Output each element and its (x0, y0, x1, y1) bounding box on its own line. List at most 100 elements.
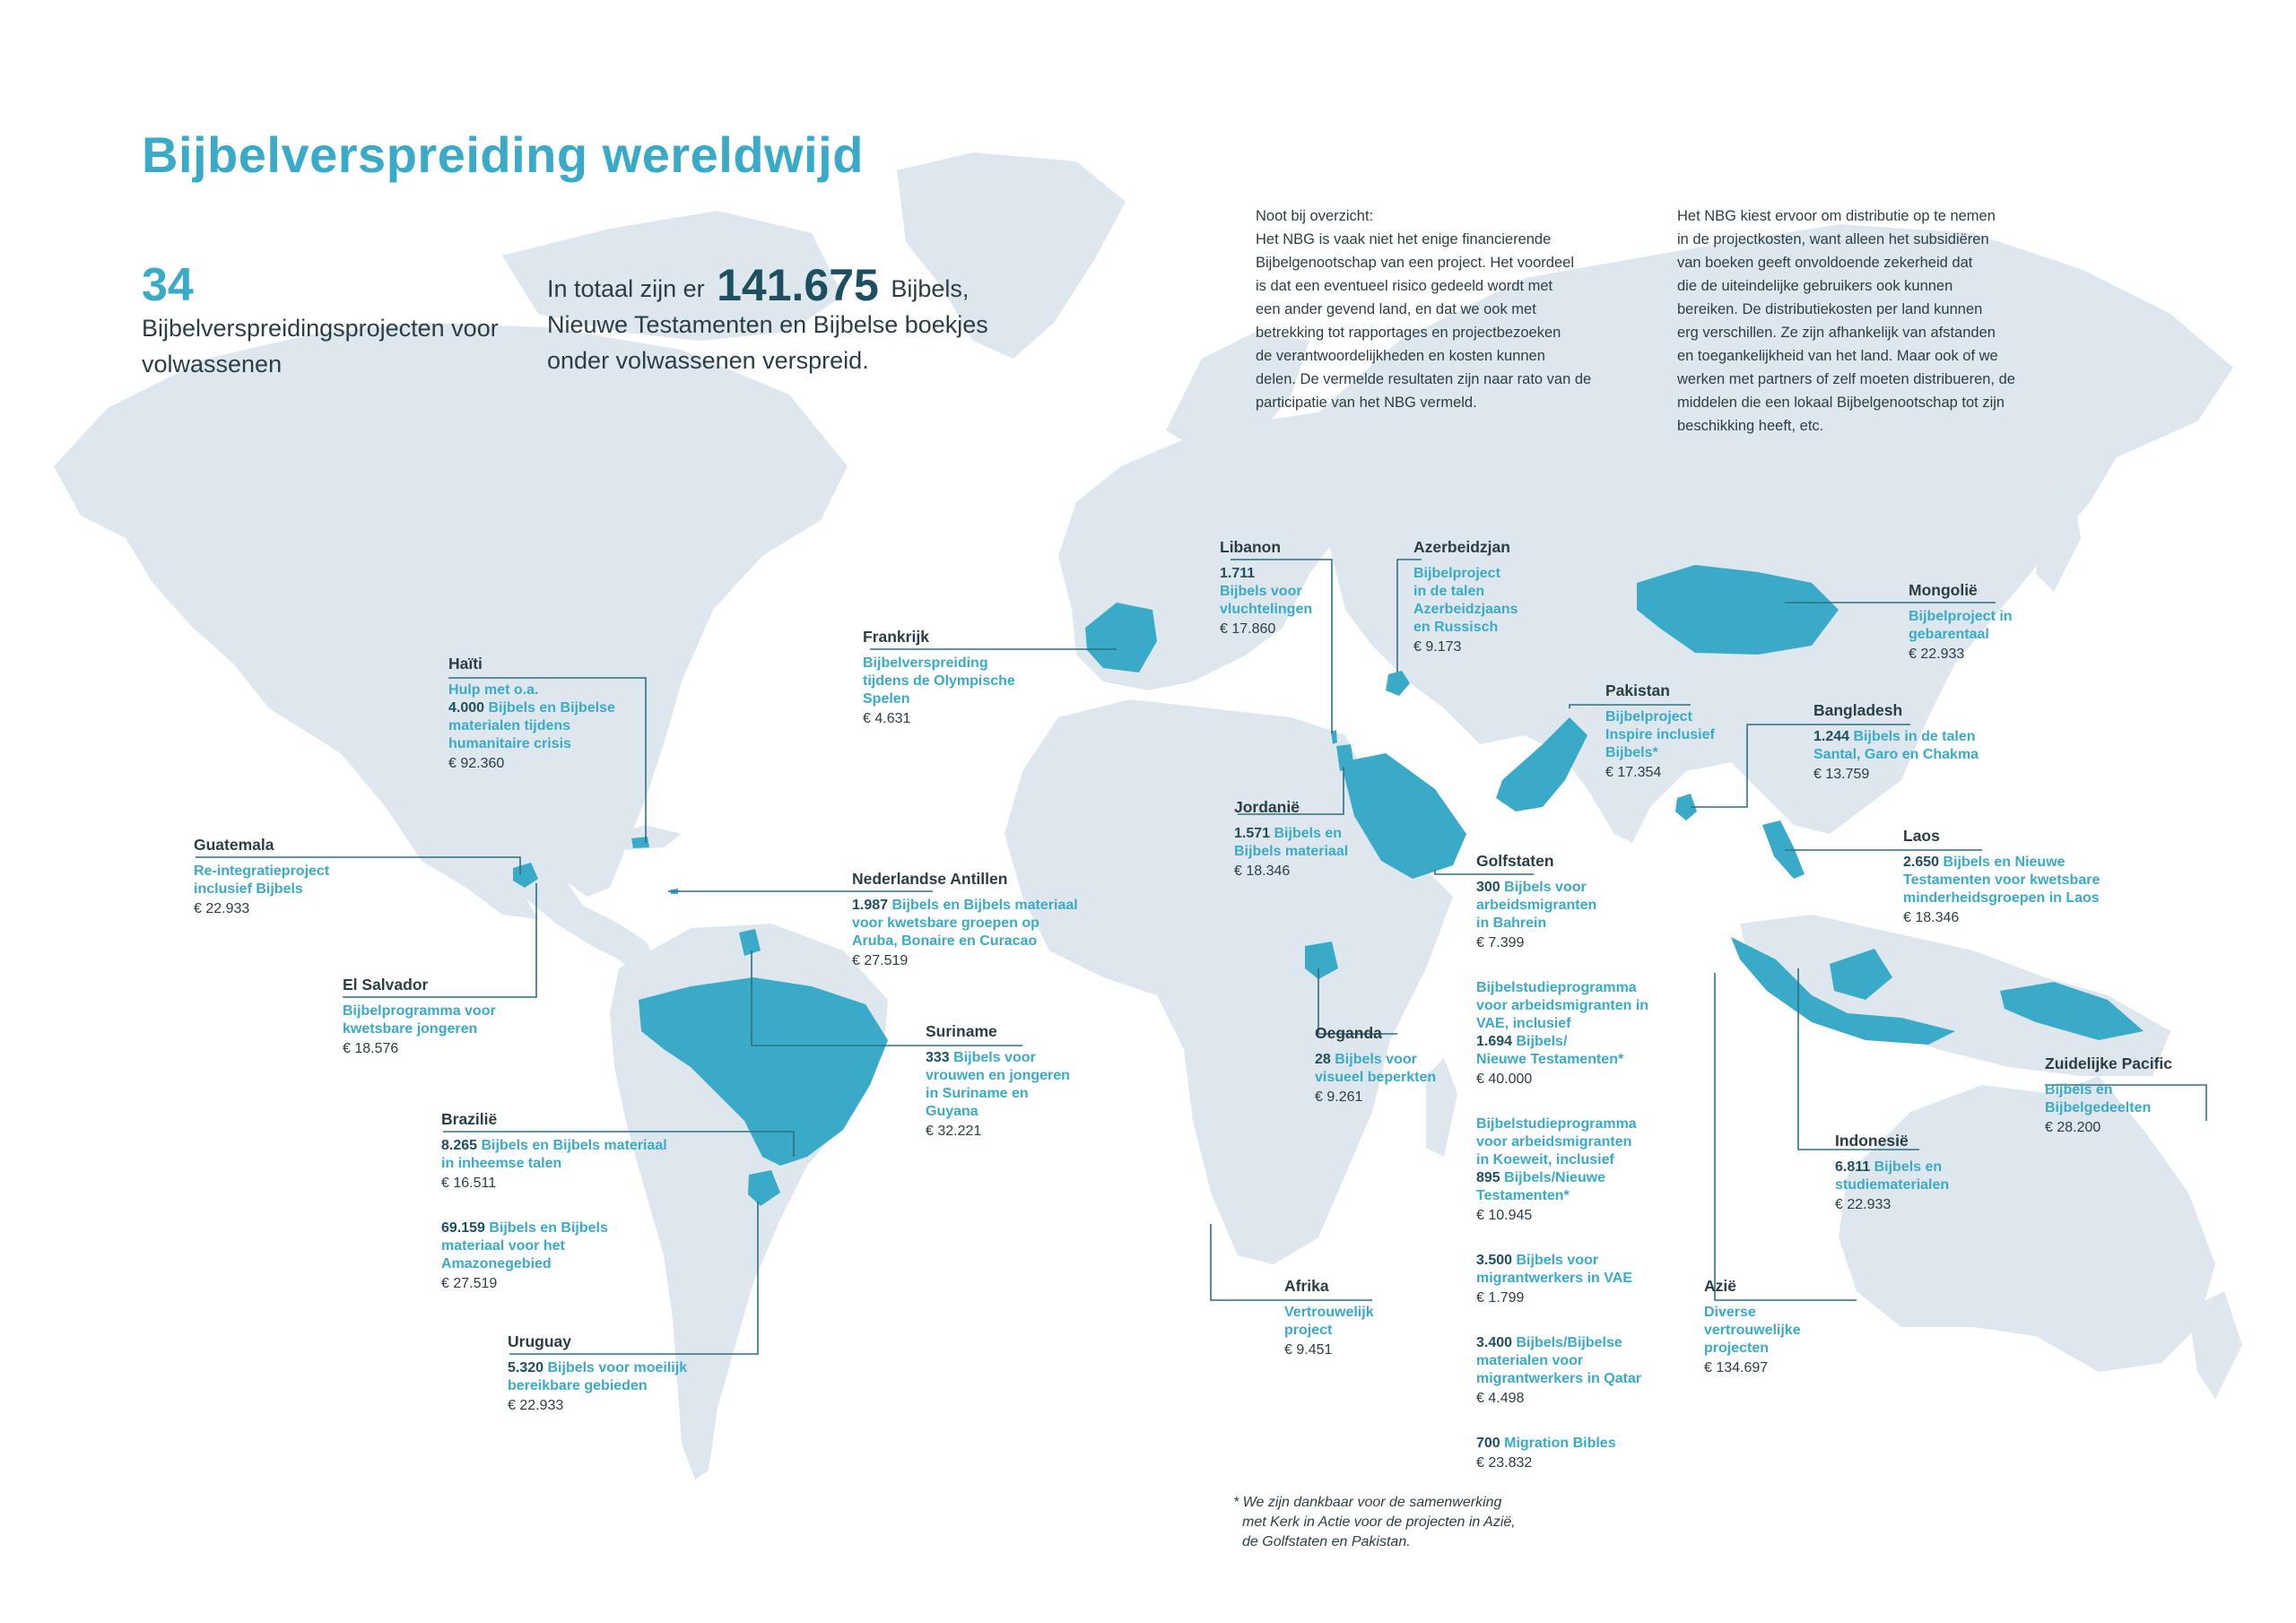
country-name: Azerbeidzjan (1413, 538, 1510, 556)
project-count: 3.400 (1476, 1335, 1513, 1350)
project-entry: 1.711 Bijbels voor vluchtelingen € 17.860 (1220, 565, 1312, 638)
project-description-line: projecten (1704, 1340, 1801, 1358)
project-description-line: Aruba, Bonaire en Curacao (852, 933, 1078, 950)
project-description-line: Bijbels en (2045, 1081, 2172, 1099)
project-description-line: 6.811 Bijbels en (1835, 1159, 1949, 1176)
project-text: in Suriname en (926, 1086, 1029, 1101)
project-text: Bijbelproject (1605, 709, 1692, 725)
project-text: in Koeweit, inclusief (1476, 1152, 1614, 1167)
country-name: Pakistan (1605, 681, 1670, 699)
project-text: Bijbels en (2045, 1082, 2113, 1098)
footnote-line: de Golfstaten en Pakistan. (1242, 1534, 1411, 1549)
project-entry: Diverse vertrouwelijke projecten € 134.697 (1704, 1304, 1801, 1377)
footnote-line: met Kerk in Actie voor de projecten in A… (1242, 1515, 1516, 1530)
country-name: Afrika (1284, 1277, 1329, 1295)
project-amount: € 9.261 (1315, 1089, 1363, 1105)
total-prefix: In totaal zijn er (547, 275, 705, 302)
label-pacific: Zuidelijke Pacific Bijbels en Bijbelgedeel… (2045, 1055, 2172, 1137)
project-count: 1.711 (1220, 566, 1256, 581)
project-text: humanitaire crisis (448, 736, 571, 751)
asia (1318, 224, 2233, 843)
project-description-line: materiaal voor het (441, 1237, 667, 1255)
project-amount: € 32.221 (926, 1124, 982, 1139)
project-text: voor kwetsbare groepen op (852, 916, 1039, 931)
label-afrika: Afrika Vertrouwelijk project € 9.451 (1284, 1277, 1374, 1359)
project-description-line: Bijbelproject in (1909, 608, 2013, 626)
project-entry: Bijbelstudieprogramma voor arbeidsmigrant… (1476, 1115, 1648, 1225)
project-description-line: studiematerialen (1835, 1176, 1949, 1194)
project-text: minderheidsgroepen in Laos (1903, 890, 2100, 906)
project-count: 5.320 (508, 1360, 544, 1376)
project-entry: Bijbels en Bijbelgedeelten € 28.200 (2045, 1081, 2172, 1137)
project-amount: € 22.933 (1909, 647, 1965, 662)
project-description-line: visueel beperkten (1315, 1069, 1436, 1087)
project-text: Bijbels/Bijbelse (1512, 1335, 1622, 1350)
note-line: in de projectkosten, want alleen het sub… (1677, 231, 1989, 247)
project-description-line: vluchtelingen (1220, 601, 1312, 619)
total-line-2: Nieuwe Testamenten en Bijbelse boekjes (547, 311, 988, 338)
project-text: Bijbelprogramma voor (343, 1003, 496, 1019)
label-mongolie: Mongolië Bijbelproject in gebarentaal € 22.… (1909, 581, 2013, 664)
project-description-line: vertrouwelijke (1704, 1322, 1801, 1340)
project-text: Santal, Garo en Chakma (1813, 747, 1979, 762)
total-suffix: Bijbels, (891, 275, 970, 302)
project-description-line: 69.159 Bijbels en Bijbels (441, 1219, 667, 1237)
note-line: werken met partners of zelf moeten distr… (1677, 371, 2015, 387)
project-count: 700 (1476, 1436, 1500, 1451)
project-text: Bijbels en Bijbels materiaal (888, 898, 1078, 913)
project-text: in Bahrein (1476, 916, 1547, 931)
highlight-bangladesh (1675, 794, 1697, 820)
label-libanon: Libanon 1.711 Bijbels voor vluchtelingen € 1… (1220, 538, 1312, 638)
highlight-uganda (1305, 942, 1338, 979)
project-description-line: 1.571 Bijbels en (1234, 825, 1348, 843)
project-text: Diverse (1704, 1305, 1756, 1320)
project-amount: € 1.799 (1476, 1290, 1525, 1306)
project-entry: 8.265 Bijbels en Bijbels materiaal in inh… (441, 1137, 667, 1193)
project-description-line: Bijbelstudieprogramma (1476, 1115, 1648, 1133)
greenland (897, 152, 1126, 359)
project-entry: 6.811 Bijbels en studiematerialen € 22.933 (1835, 1159, 1949, 1214)
project-text: voor arbeidsmigranten in (1476, 998, 1649, 1013)
page-title: Bijbelverspreiding wereldwijd (142, 126, 864, 183)
project-count: 1.694 (1476, 1034, 1513, 1049)
project-amount: € 22.933 (194, 901, 250, 916)
footnote: * We zijn dankbaar voor de samenwerking m… (1233, 1493, 1516, 1552)
project-description-line: tijdens de Olympische (863, 673, 1015, 690)
project-text: vluchtelingen (1220, 602, 1313, 617)
project-amount: € 10.945 (1476, 1208, 1533, 1223)
project-text: in inheemse talen (441, 1156, 562, 1171)
project-text: Vertrouwelijk (1284, 1305, 1374, 1320)
project-count: 300 (1476, 880, 1500, 895)
country-name: El Salvador (343, 976, 429, 994)
project-count: 6.811 (1835, 1159, 1871, 1175)
note-line: Het NBG kiest ervoor om distributie op t… (1677, 208, 1996, 224)
project-description-line: Hulp met o.a. (448, 681, 615, 699)
project-text: Bijbels voor (949, 1050, 1036, 1065)
note-right: Het NBG kiest ervoor om distributie op t… (1677, 204, 2099, 438)
project-text: Bijbels en (1870, 1159, 1943, 1175)
project-text: materialen voor (1476, 1353, 1584, 1368)
country-name: Bangladesh (1813, 701, 1903, 719)
label-oeganda: Oeganda 28 Bijbels voor visueel beperkten €… (1315, 1024, 1436, 1107)
project-text: inclusief Bijbels (194, 881, 303, 897)
project-text: Bijbels voor (1500, 880, 1587, 895)
project-amount: € 18.576 (343, 1041, 399, 1056)
country-name: Golfstaten (1476, 852, 1554, 870)
project-entry: 333 Bijbels voor vrouwen en jongeren in Su… (926, 1049, 1070, 1141)
label-pakistan: Pakistan Bijbelproject Inspire inclusief Bi… (1605, 681, 1715, 782)
project-amount: € 7.399 (1476, 935, 1525, 950)
project-description-line: gebarentaal (1909, 626, 2013, 644)
project-text: Aruba, Bonaire en Curacao (852, 933, 1038, 949)
project-text: Bijbels en Nieuwe (1939, 855, 2066, 870)
project-description-line: inclusief Bijbels (194, 881, 329, 898)
label-guatemala: Guatemala Re-integratieproject inclusief B… (194, 836, 329, 918)
note-line: erg verschillen. Ze zijn afhankelijk van… (1677, 325, 1996, 341)
country-name: Brazilië (441, 1110, 498, 1128)
project-count: 69.159 (441, 1220, 485, 1236)
madagascar (1426, 1058, 1457, 1157)
country-name: Mongolië (1909, 581, 1978, 599)
caribbean (596, 825, 682, 850)
highlight-guatemala (513, 863, 538, 888)
project-description-line: Bijbelprogramma voor (343, 1002, 496, 1020)
